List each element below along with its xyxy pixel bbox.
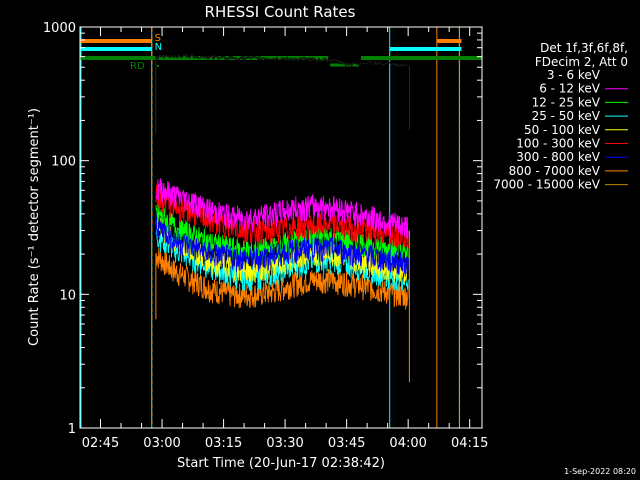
legend-entry-label: 300 - 800 keV: [516, 150, 600, 164]
series-line-6-12-keV: [155, 178, 409, 240]
legend-entry-label: 3 - 6 keV: [547, 68, 601, 82]
legend-header-line-1: Det 1f,3f,6f,8f,: [540, 41, 628, 55]
legend-entry-label: 7000 - 15000 keV: [493, 178, 600, 192]
legend-entry-label: 25 - 50 keV: [532, 109, 601, 123]
series-line-highlight: [155, 53, 409, 67]
y-axis-label: Count Rate (s⁻¹ detector segment⁻¹): [27, 108, 42, 346]
x-tick-label: 03:45: [328, 436, 365, 451]
x-tick-label: 03:15: [205, 436, 242, 451]
flag-label: S: [155, 33, 161, 44]
plot-frame: [79, 26, 483, 429]
x-tick-label: 04:00: [389, 436, 426, 451]
x-tick-label: 04:15: [451, 436, 488, 451]
y-tick-label: 1000: [43, 21, 76, 36]
footer-date: 1-Sep-2022 08:20: [564, 467, 636, 476]
legend-entry-label: 100 - 300 keV: [516, 137, 600, 151]
legend-entry-label: 12 - 25 keV: [532, 95, 601, 109]
chart-title: RHESSI Count Rates: [205, 3, 356, 21]
y-tick-label: 1: [68, 422, 76, 437]
series-line-300-800-keV: [155, 213, 409, 277]
y-tick-label: 100: [51, 155, 76, 170]
y-tick-label: 10: [59, 288, 76, 303]
flag-label: N: [155, 42, 162, 53]
legend-entry-label: 800 - 7000 keV: [509, 164, 601, 178]
x-tick-label: 03:00: [143, 436, 180, 451]
legend: Det 1f,3f,6f,8f, FDecim 2, Att 0 3 - 6 k…: [493, 41, 628, 192]
legend-entry-label: 6 - 12 keV: [539, 82, 601, 96]
series-line-800-7000-keV: [155, 247, 409, 310]
legend-header-line-2: FDecim 2, Att 0: [535, 55, 628, 69]
x-tick-label: 03:30: [266, 436, 303, 451]
rd-flag-dot: [157, 65, 159, 67]
series-line-3-6-keV: [155, 52, 409, 69]
axes: 1 10 100 1000 02:45 03:00 03:15 03:30 03:45 04:00…: [43, 21, 489, 451]
x-tick-label: 02:45: [82, 436, 119, 451]
x-axis-label: Start Time (20-Jun-17 02:38:42): [177, 456, 385, 471]
plot-area: SN RD: [80, 27, 482, 428]
flag-label: RD: [130, 61, 145, 72]
legend-entry-label: 50 - 100 keV: [524, 123, 601, 137]
